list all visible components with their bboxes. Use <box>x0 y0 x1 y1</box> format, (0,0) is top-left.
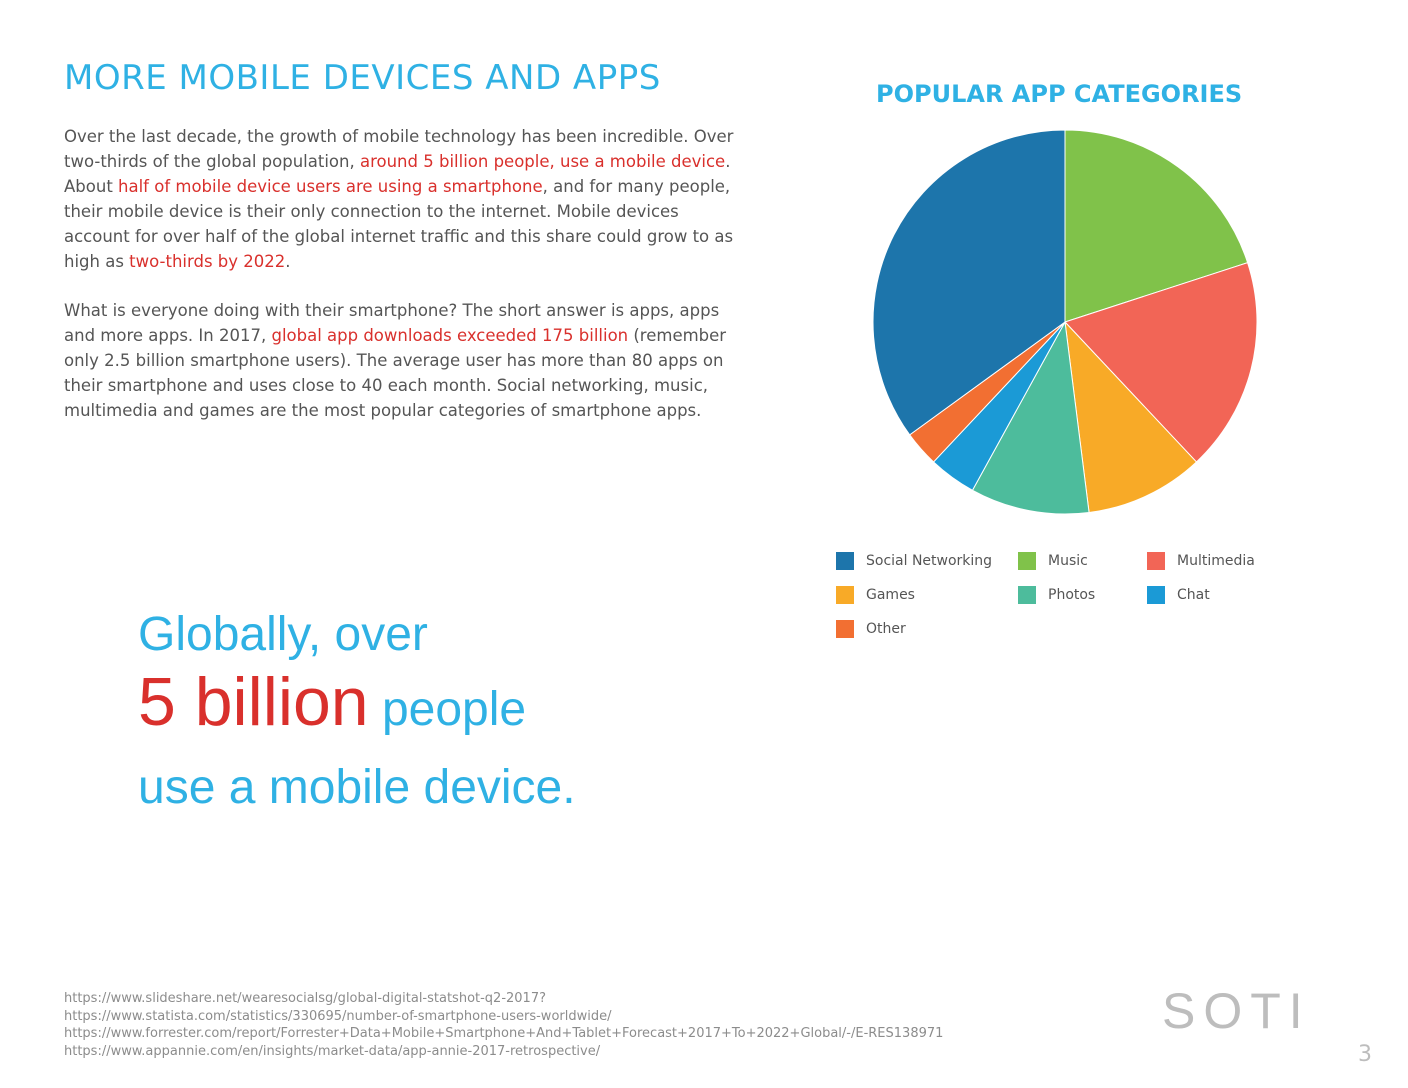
legend-label: Multimedia <box>1177 553 1255 569</box>
para2-text-2: (remember only 2.5 billion smartphone us… <box>64 326 727 420</box>
callout-line-1: Globally, over <box>138 608 428 661</box>
legend-swatch <box>836 620 854 638</box>
callout-line-2: 5 billion people <box>138 666 576 757</box>
apps-paragraph: What is everyone doing with their smartp… <box>64 298 744 423</box>
para1-highlight-1: around 5 billion people, use a mobile de… <box>359 152 726 171</box>
legend-label: Social Networking <box>866 553 993 569</box>
para2-text-1: What is everyone doing with their smartp… <box>64 301 720 345</box>
chart-title: POPULAR APP CATEGORIES <box>876 80 1243 108</box>
page-number: 3 <box>1358 1042 1372 1067</box>
para1-text-2: . About <box>64 152 731 196</box>
legend-label: Photos <box>1048 587 1096 603</box>
stat-callout: Globally, over 5 billion people use a mo… <box>138 604 576 819</box>
para1-highlight-2: half of mobile device users are using a … <box>118 177 543 196</box>
soti-logo: SOTI <box>1162 983 1311 1039</box>
legend-item-other: Other <box>836 620 906 638</box>
para1-text-1: Over the last decade, the growth of mobi… <box>64 127 734 171</box>
references-list: https://www.slideshare.net/wearesocialsg… <box>64 990 943 1060</box>
reference-link[interactable]: https://www.statista.com/statistics/3306… <box>64 1008 612 1024</box>
reference-link[interactable]: https://www.forrester.com/report/Forrest… <box>64 1026 944 1041</box>
legend-swatch <box>836 586 854 604</box>
legend-label: Games <box>866 587 915 603</box>
para1-text-4: . <box>285 252 291 271</box>
legend-item-photos: Photos <box>1018 586 1095 604</box>
legend-label: Chat <box>1177 587 1210 603</box>
legend-swatch <box>836 552 854 570</box>
pie-chart <box>872 129 1258 515</box>
pie-slice-music <box>1064 129 1249 323</box>
legend-item-chat: Chat <box>1147 586 1210 604</box>
legend-swatch <box>1147 586 1165 604</box>
pie-slice-photos <box>971 320 1090 515</box>
reference-link[interactable]: https://www.slideshare.net/wearesocialsg… <box>64 991 547 1006</box>
intro-paragraph: Over the last decade, the growth of mobi… <box>64 124 744 274</box>
page-heading: MORE MOBILE DEVICES AND APPS <box>64 58 661 98</box>
pie-slice-social-networking <box>872 129 1066 436</box>
legend-swatch <box>1018 552 1036 570</box>
legend-swatch <box>1147 552 1165 570</box>
legend-item-social-networking: Social Networking <box>836 552 992 570</box>
callout-big-number: 5 billion <box>138 664 369 740</box>
para1-text-3: , and for many people, their mobile devi… <box>64 177 734 271</box>
reference-link[interactable]: https://www.appannie.com/en/insights/mar… <box>64 1043 601 1059</box>
legend-label: Music <box>1048 553 1088 569</box>
legend-item-music: Music <box>1018 552 1088 570</box>
callout-people: people <box>368 683 527 736</box>
legend-item-multimedia: Multimedia <box>1147 552 1255 570</box>
callout-line-3: use a mobile device. <box>138 761 576 814</box>
para1-highlight-3: two-thirds by 2022 <box>129 252 286 271</box>
legend-label: Other <box>866 621 906 637</box>
para2-highlight-1: global app downloads exceeded 175 billio… <box>271 326 629 345</box>
pie-slice-games <box>1064 320 1198 514</box>
pie-slice-multimedia <box>1064 262 1258 463</box>
legend-item-games: Games <box>836 586 915 604</box>
legend-swatch <box>1018 586 1036 604</box>
